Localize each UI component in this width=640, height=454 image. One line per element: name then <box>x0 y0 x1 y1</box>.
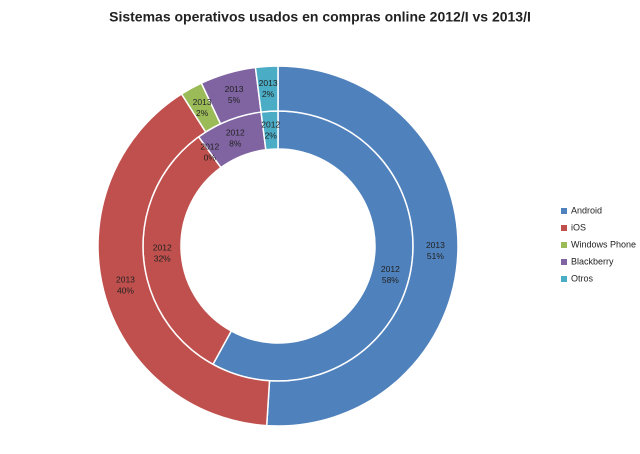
legend-label: iOS <box>571 222 586 232</box>
data-label: 0% <box>204 152 217 162</box>
data-label-series: 2013 <box>426 240 445 250</box>
data-label-series: 2013 <box>116 274 135 284</box>
legend-swatch <box>561 276 567 282</box>
data-label-series: 2013 <box>225 84 244 94</box>
data-label: 58% <box>382 275 399 285</box>
legend-label: Blackberry <box>571 256 614 266</box>
legend-label: Otros <box>571 273 594 283</box>
data-label: 51% <box>427 251 444 261</box>
donut-segment <box>254 65 279 113</box>
data-label: 8% <box>229 138 242 148</box>
donut-segment <box>97 92 271 427</box>
chart-title: Sistemas operativos usados en compras on… <box>109 9 531 25</box>
data-label-series: 2012 <box>226 127 245 137</box>
data-label-series: 2013 <box>259 78 278 88</box>
data-label-series: 2013 <box>193 97 212 107</box>
data-label-series: 2012 <box>261 119 280 129</box>
legend-label: Windows Phone <box>571 239 636 249</box>
data-label: 40% <box>117 285 134 295</box>
data-label: 2% <box>196 108 209 118</box>
legend-label: Android <box>571 205 602 215</box>
data-label: 2% <box>265 130 278 140</box>
data-label: 2% <box>262 89 275 99</box>
legend-swatch <box>561 259 567 265</box>
data-label: 32% <box>154 254 171 264</box>
legend-swatch <box>561 225 567 231</box>
data-label-series: 2012 <box>153 243 172 253</box>
data-label-series: 2012 <box>200 141 219 151</box>
data-label-series: 2012 <box>381 264 400 274</box>
data-label: 5% <box>228 95 241 105</box>
legend-swatch <box>561 242 567 248</box>
legend-swatch <box>561 208 567 214</box>
donut-segment <box>265 65 459 427</box>
